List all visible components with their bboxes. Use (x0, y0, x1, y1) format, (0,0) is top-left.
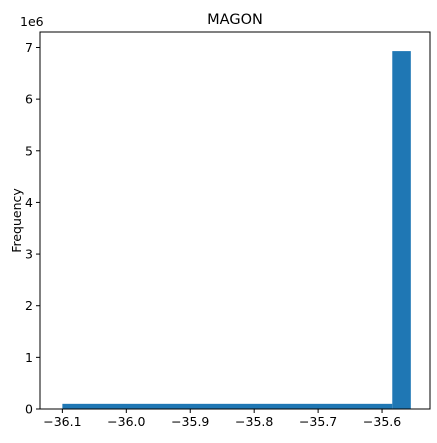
chart-title: MAGON (207, 12, 263, 28)
x-tick-label: −36.0 (107, 414, 145, 429)
y-axis-label: Frequency (9, 188, 24, 253)
y-tick-label: 1 (25, 350, 33, 365)
y-tick-label: 7 (25, 40, 33, 55)
x-tick-label: −35.9 (171, 414, 209, 429)
histogram-bar-1 (392, 51, 411, 410)
y-axis-ticks: 0 1 2 3 4 5 6 7 (25, 40, 40, 417)
y-tick-label: 6 (25, 92, 33, 107)
x-tick-label: −36.1 (43, 414, 81, 429)
y-tick-label: 2 (25, 298, 33, 313)
y-tick-label: 4 (25, 195, 33, 210)
y-tick-label: 0 (25, 402, 33, 417)
x-tick-label: −35.7 (299, 414, 337, 429)
y-tick-label: 5 (25, 143, 33, 158)
x-tick-label: −35.6 (363, 414, 401, 429)
x-axis-ticks: −36.1 −36.0 −35.9 −35.8 −35.7 −35.6 (43, 409, 401, 429)
x-tick-label: −35.8 (235, 414, 273, 429)
bars-group (62, 51, 411, 410)
y-axis-offset-label: 1e6 (20, 14, 44, 29)
histogram-bar-0 (62, 403, 393, 409)
plot-frame (39, 31, 431, 410)
y-tick-label: 3 (25, 247, 33, 262)
